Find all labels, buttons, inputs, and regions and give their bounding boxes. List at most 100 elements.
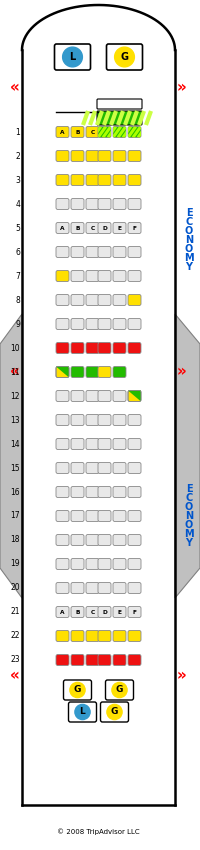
FancyBboxPatch shape (86, 558, 99, 570)
Text: 7: 7 (15, 271, 20, 280)
FancyBboxPatch shape (71, 150, 84, 162)
Text: A: A (60, 129, 65, 134)
Text: F: F (132, 609, 136, 615)
FancyBboxPatch shape (113, 127, 126, 138)
Text: 13: 13 (10, 416, 20, 424)
FancyBboxPatch shape (54, 44, 90, 70)
FancyBboxPatch shape (128, 439, 141, 450)
FancyBboxPatch shape (71, 439, 84, 450)
FancyBboxPatch shape (113, 343, 126, 354)
FancyBboxPatch shape (71, 654, 84, 666)
FancyBboxPatch shape (128, 607, 141, 617)
FancyBboxPatch shape (86, 294, 99, 305)
FancyBboxPatch shape (113, 366, 126, 377)
FancyBboxPatch shape (56, 439, 69, 450)
FancyBboxPatch shape (128, 582, 141, 593)
Text: C: C (185, 493, 193, 503)
FancyBboxPatch shape (113, 415, 126, 426)
Text: O: O (185, 502, 193, 512)
FancyBboxPatch shape (128, 223, 141, 234)
Text: 20: 20 (10, 583, 20, 592)
FancyBboxPatch shape (98, 319, 111, 330)
FancyBboxPatch shape (71, 558, 84, 570)
FancyBboxPatch shape (56, 631, 69, 642)
FancyBboxPatch shape (98, 246, 111, 258)
FancyBboxPatch shape (98, 343, 111, 354)
FancyBboxPatch shape (101, 702, 128, 722)
Text: 15: 15 (10, 463, 20, 473)
FancyBboxPatch shape (71, 127, 84, 138)
FancyBboxPatch shape (86, 366, 99, 377)
FancyBboxPatch shape (71, 535, 84, 546)
FancyBboxPatch shape (113, 294, 126, 305)
FancyBboxPatch shape (128, 270, 141, 281)
FancyBboxPatch shape (56, 582, 69, 593)
FancyBboxPatch shape (113, 319, 126, 330)
FancyBboxPatch shape (128, 558, 141, 570)
FancyBboxPatch shape (128, 535, 141, 546)
FancyBboxPatch shape (71, 223, 84, 234)
FancyBboxPatch shape (56, 174, 69, 185)
Circle shape (115, 47, 134, 67)
FancyBboxPatch shape (56, 319, 69, 330)
FancyBboxPatch shape (71, 511, 84, 522)
FancyBboxPatch shape (97, 111, 142, 125)
FancyBboxPatch shape (86, 246, 99, 258)
FancyBboxPatch shape (56, 366, 69, 377)
FancyBboxPatch shape (56, 294, 69, 305)
Text: O: O (185, 226, 193, 236)
FancyBboxPatch shape (71, 390, 84, 401)
Text: 14: 14 (10, 439, 20, 449)
Text: G: G (120, 52, 128, 62)
FancyBboxPatch shape (98, 174, 111, 185)
Text: B: B (75, 609, 80, 615)
FancyBboxPatch shape (71, 294, 84, 305)
FancyBboxPatch shape (56, 223, 69, 234)
FancyBboxPatch shape (56, 486, 69, 497)
FancyBboxPatch shape (113, 174, 126, 185)
Text: L: L (80, 707, 85, 717)
FancyBboxPatch shape (98, 127, 111, 138)
FancyBboxPatch shape (71, 415, 84, 426)
Text: O: O (185, 520, 193, 530)
Text: N: N (185, 511, 193, 521)
FancyBboxPatch shape (128, 390, 141, 401)
FancyBboxPatch shape (98, 439, 111, 450)
FancyBboxPatch shape (113, 223, 126, 234)
FancyBboxPatch shape (113, 511, 126, 522)
FancyBboxPatch shape (71, 366, 84, 377)
FancyBboxPatch shape (86, 343, 99, 354)
FancyBboxPatch shape (128, 127, 141, 138)
FancyBboxPatch shape (128, 246, 141, 258)
Text: B: B (75, 225, 80, 230)
FancyBboxPatch shape (56, 150, 69, 162)
Text: Y: Y (186, 538, 192, 548)
FancyBboxPatch shape (86, 535, 99, 546)
FancyBboxPatch shape (68, 702, 96, 722)
Text: G: G (74, 685, 81, 694)
FancyBboxPatch shape (128, 654, 141, 666)
Text: C: C (185, 217, 193, 227)
FancyBboxPatch shape (128, 415, 141, 426)
FancyBboxPatch shape (56, 535, 69, 546)
FancyBboxPatch shape (71, 319, 84, 330)
FancyBboxPatch shape (98, 270, 111, 281)
Text: F: F (132, 225, 136, 230)
FancyBboxPatch shape (98, 390, 111, 401)
FancyBboxPatch shape (98, 535, 111, 546)
FancyBboxPatch shape (71, 270, 84, 281)
Text: G: G (116, 685, 123, 694)
FancyBboxPatch shape (113, 558, 126, 570)
FancyBboxPatch shape (98, 486, 111, 497)
FancyBboxPatch shape (106, 44, 142, 70)
FancyBboxPatch shape (98, 558, 111, 570)
FancyBboxPatch shape (71, 462, 84, 473)
FancyBboxPatch shape (86, 150, 99, 162)
Text: M: M (184, 253, 194, 263)
FancyBboxPatch shape (86, 654, 99, 666)
FancyBboxPatch shape (113, 439, 126, 450)
FancyBboxPatch shape (56, 343, 69, 354)
Text: 1: 1 (15, 128, 20, 137)
FancyBboxPatch shape (56, 246, 69, 258)
FancyBboxPatch shape (98, 462, 111, 473)
